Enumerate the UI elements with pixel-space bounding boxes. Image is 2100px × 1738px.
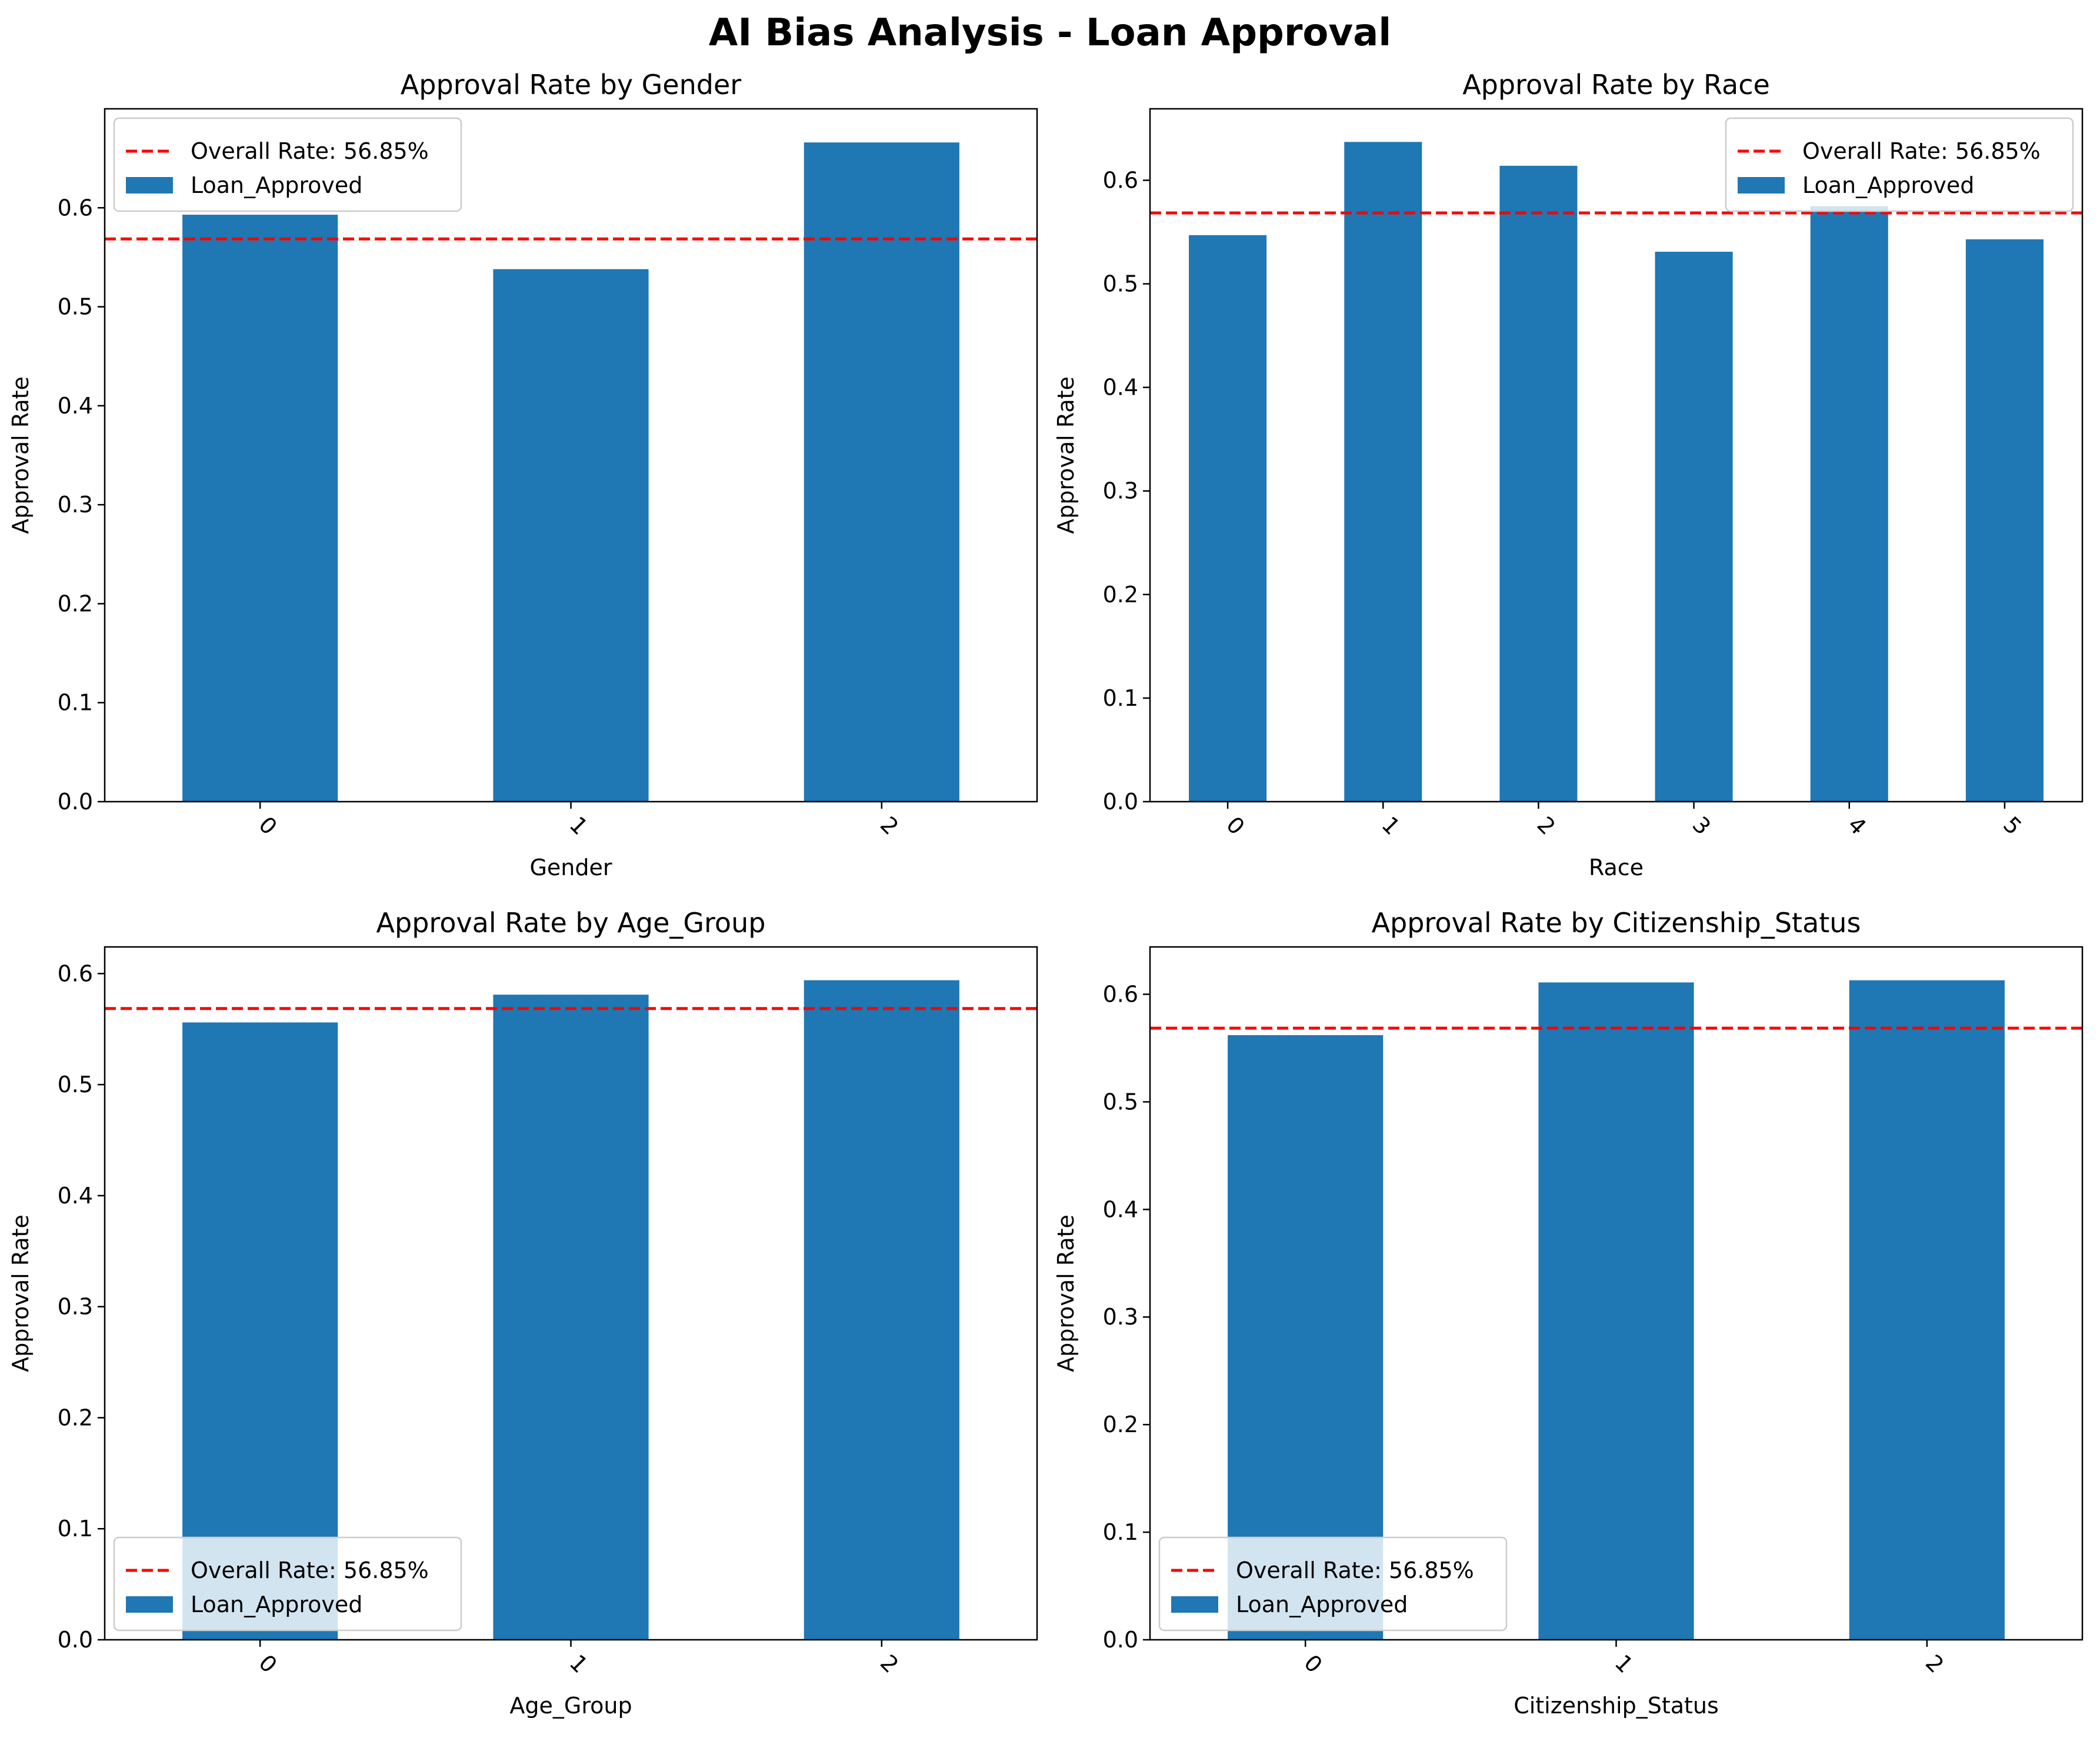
legend-box <box>1725 117 2074 212</box>
legend-bar-swatch <box>1738 177 1785 194</box>
y-tick-label: 0.5 <box>58 1072 93 1097</box>
y-tick-label: 0.2 <box>58 1405 93 1430</box>
bar-1 <box>493 269 649 802</box>
y-tick-label: 0.3 <box>1103 478 1138 504</box>
y-tick-label: 0.6 <box>58 195 93 221</box>
y-tick-label: 0.0 <box>1103 789 1138 815</box>
legend: Overall Rate: 56.85% Loan_Approved <box>113 117 462 212</box>
bar-3 <box>1655 251 1733 802</box>
chart-title: Approval Rate by Citizenship_Status <box>1372 907 1861 939</box>
legend-bar-swatch <box>126 1596 173 1613</box>
bar-1 <box>493 995 649 1640</box>
legend-label-series: Loan_Approved <box>191 172 362 198</box>
legend-box <box>1158 1536 1508 1632</box>
x-axis-label: Race <box>1589 855 1644 880</box>
y-tick-label: 0.4 <box>1103 1196 1138 1222</box>
legend-bar-swatch <box>126 177 173 194</box>
y-tick-label: 0.0 <box>58 789 93 815</box>
legend-label-overall-rate: Overall Rate: 56.85% <box>191 1557 429 1583</box>
y-tick-label: 0.3 <box>1103 1304 1138 1330</box>
y-tick-label: 0.3 <box>58 1294 93 1320</box>
bar-5 <box>1965 239 2044 802</box>
bar-2 <box>804 142 959 802</box>
chart-title: Approval Rate by Gender <box>401 69 741 101</box>
legend-box <box>113 1536 462 1632</box>
legend-label-series: Loan_Approved <box>1236 1592 1408 1617</box>
y-tick-label: 0.6 <box>1103 167 1138 193</box>
y-tick-label: 0.2 <box>1103 1412 1138 1437</box>
y-tick-label: 0.6 <box>1103 981 1138 1007</box>
legend: Overall Rate: 56.85% Loan_Approved <box>1158 1536 1508 1632</box>
legend: Overall Rate: 56.85% Loan_Approved <box>113 1536 462 1632</box>
y-axis-label: Approval Rate <box>8 376 34 534</box>
y-axis-label: Approval Rate <box>1053 1215 1079 1372</box>
y-tick-label: 0.4 <box>58 1183 93 1209</box>
bar-0 <box>1189 235 1267 802</box>
bar-1 <box>1538 982 1694 1640</box>
legend-label-overall-rate: Overall Rate: 56.85% <box>1236 1557 1474 1583</box>
bar-2 <box>1499 165 1578 802</box>
legend-label-overall-rate: Overall Rate: 56.85% <box>1802 138 2041 164</box>
y-axis-label: Approval Rate <box>8 1215 34 1372</box>
legend-bar-swatch <box>1171 1596 1218 1613</box>
legend-label-overall-rate: Overall Rate: 56.85% <box>191 138 429 164</box>
y-tick-label: 0.4 <box>1103 375 1138 401</box>
y-tick-label: 0.2 <box>58 591 93 616</box>
bar-2 <box>804 980 959 1640</box>
y-tick-label: 0.1 <box>1103 685 1138 711</box>
legend-label-series: Loan_Approved <box>1802 172 1974 198</box>
legend: Overall Rate: 56.85% Loan_Approved <box>1725 117 2074 212</box>
chart-title: Approval Rate by Race <box>1462 69 1770 101</box>
y-tick-label: 0.1 <box>58 1516 93 1542</box>
y-tick-label: 0.2 <box>1103 582 1138 608</box>
x-axis-label: Age_Group <box>509 1693 632 1719</box>
y-tick-label: 0.6 <box>58 960 93 986</box>
legend-box <box>113 117 462 212</box>
y-tick-label: 0.5 <box>1103 271 1138 297</box>
chart-title: Approval Rate by Age_Group <box>376 907 766 939</box>
y-tick-label: 0.5 <box>1103 1089 1138 1115</box>
x-axis-label: Citizenship_Status <box>1514 1693 1719 1719</box>
y-tick-label: 0.3 <box>58 492 93 518</box>
axes-frame <box>1149 108 2084 803</box>
y-tick-label: 0.0 <box>1103 1627 1138 1653</box>
legend-label-series: Loan_Approved <box>191 1592 362 1617</box>
y-tick-label: 0.5 <box>58 294 93 320</box>
y-tick-label: 0.1 <box>1103 1519 1138 1545</box>
bar-2 <box>1849 980 2005 1640</box>
figure-suptitle: AI Bias Analysis - Loan Approval <box>709 11 1391 55</box>
y-tick-label: 0.1 <box>58 690 93 716</box>
y-tick-label: 0.0 <box>58 1627 93 1653</box>
bar-4 <box>1810 206 1888 802</box>
y-axis-label: Approval Rate <box>1053 376 1079 534</box>
y-tick-label: 0.4 <box>58 393 93 419</box>
bar-1 <box>1344 142 1422 802</box>
bar-0 <box>182 215 338 802</box>
x-axis-label: Gender <box>529 855 612 880</box>
